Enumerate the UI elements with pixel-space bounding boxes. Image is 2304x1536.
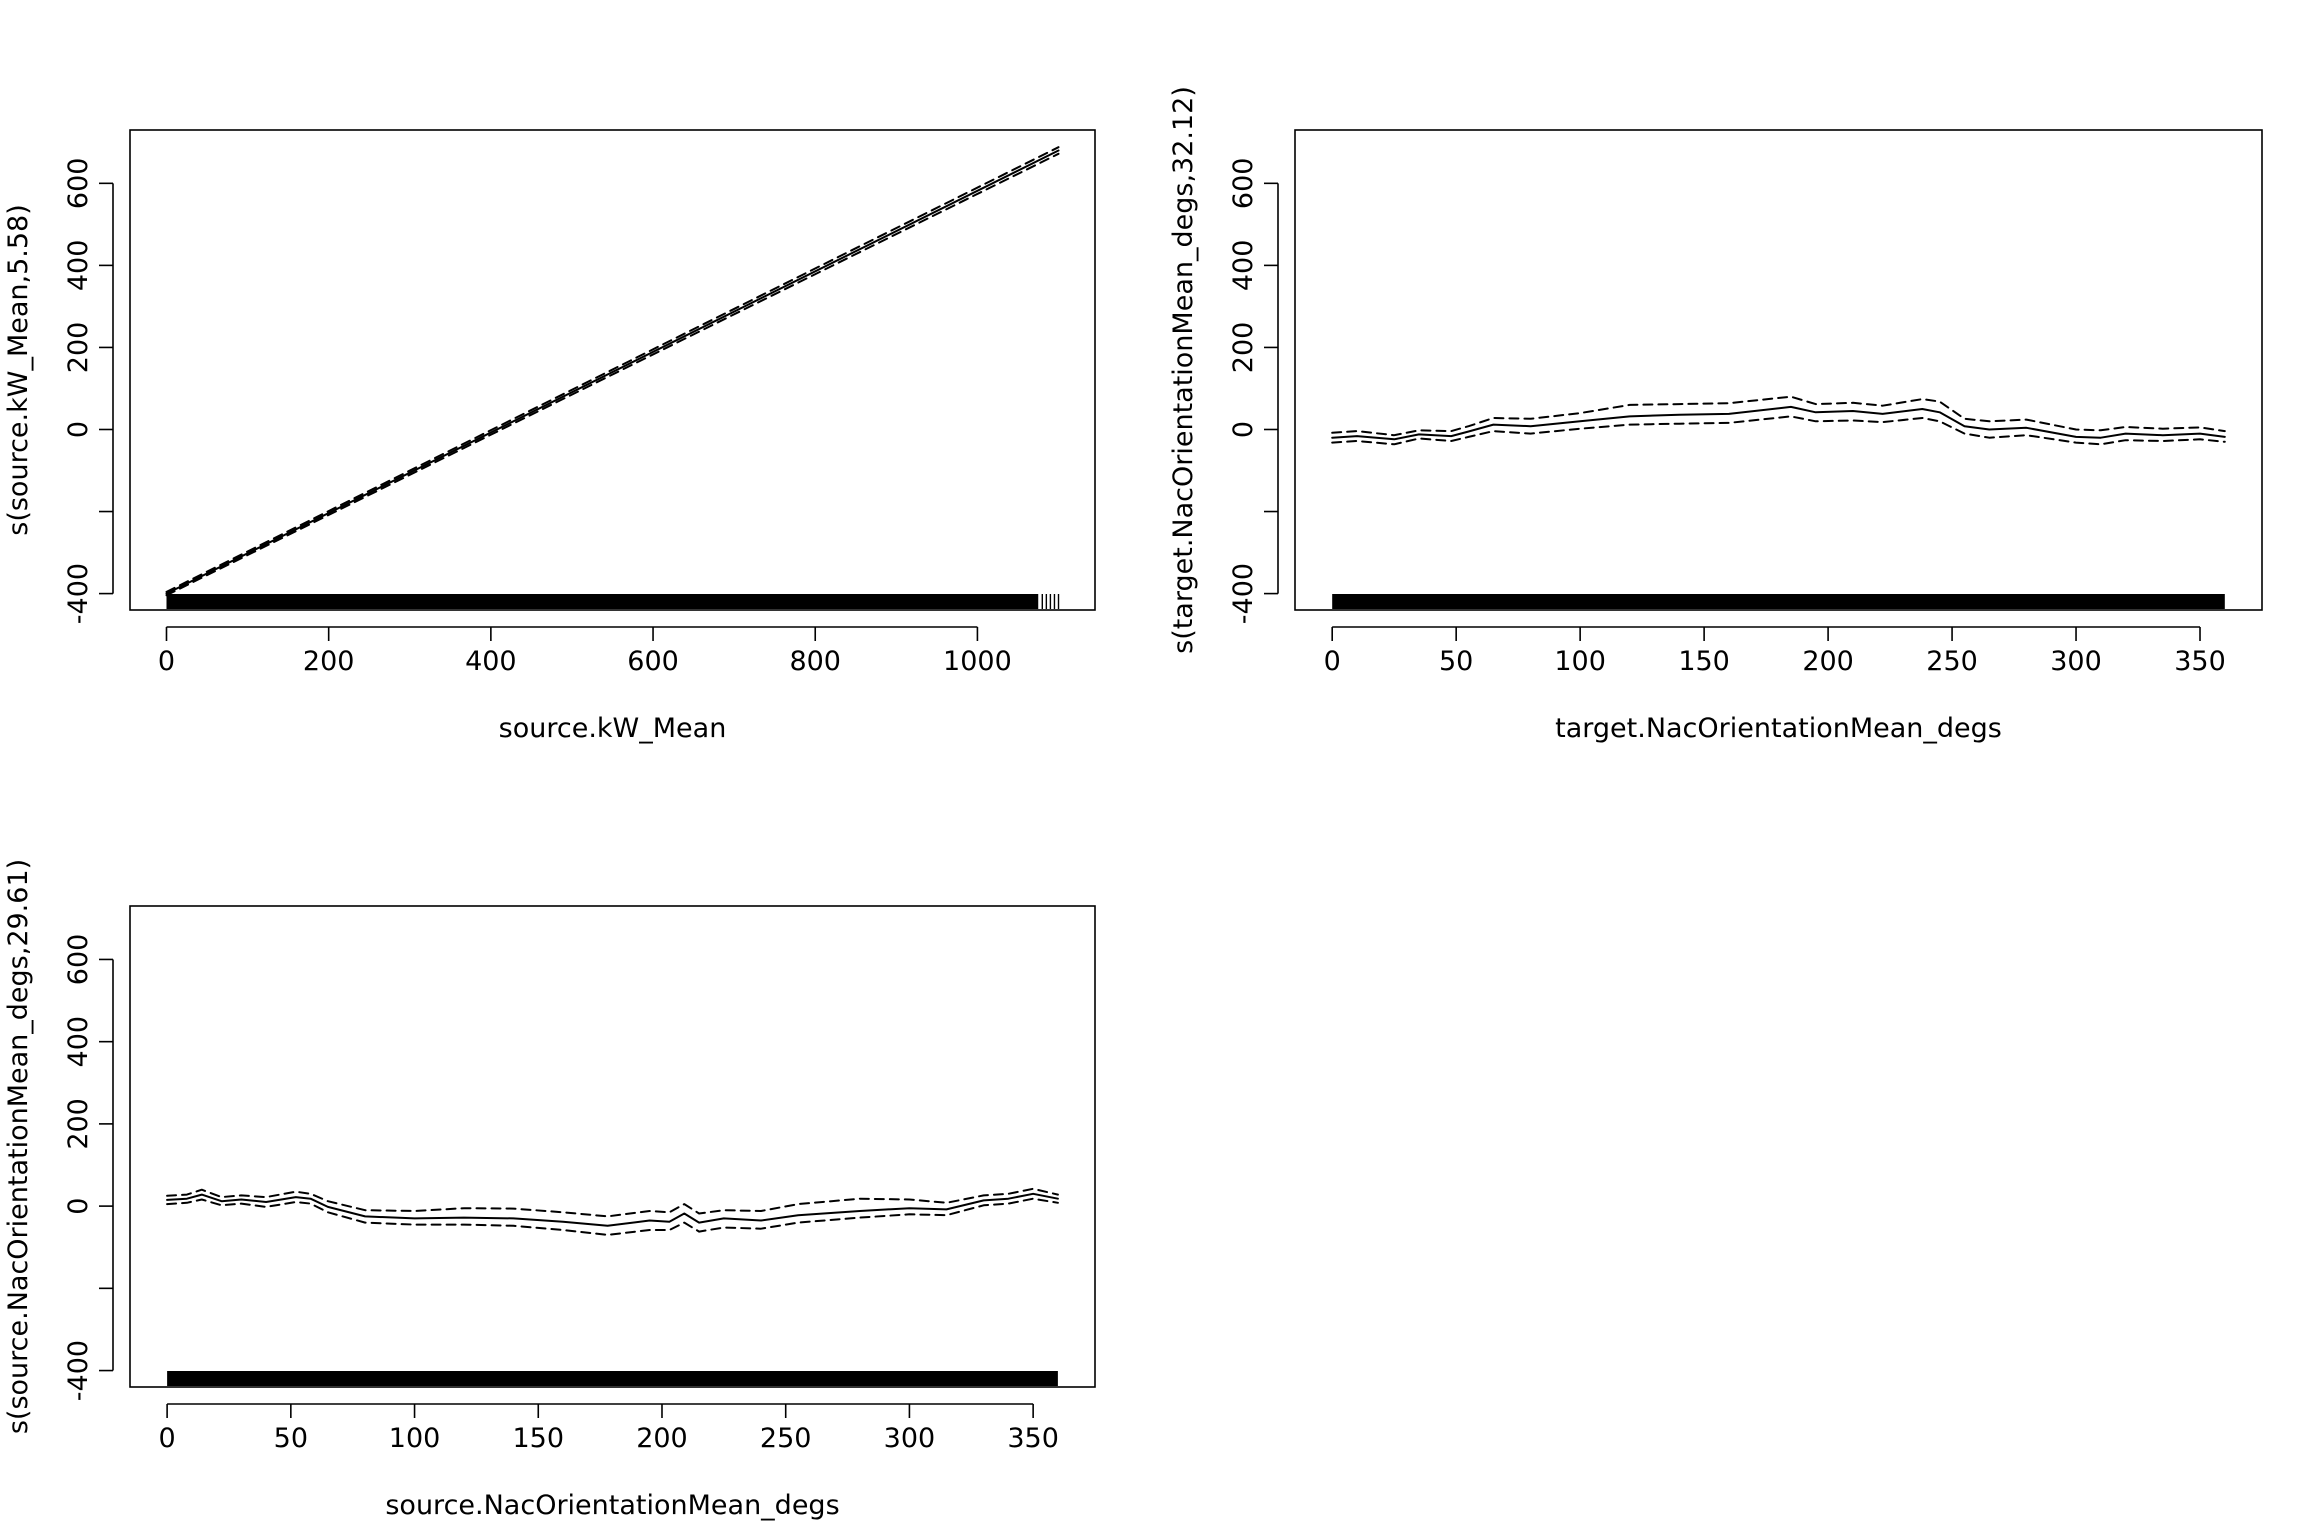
x-axis-title: target.NacOrientationMean_degs <box>1555 713 2002 744</box>
plot-frame <box>129 905 1096 1388</box>
x-tick-label: 150 <box>1678 646 1730 677</box>
rug-band <box>1332 594 2225 609</box>
plot-frame <box>1294 129 2263 611</box>
x-tick-label: 300 <box>884 1423 936 1454</box>
smooth-estimate-line <box>165 149 1060 595</box>
x-tick-label: 200 <box>636 1423 688 1454</box>
y-tick-label: 0 <box>1228 421 1259 438</box>
x-axis-title: source.kW_Mean <box>499 713 727 744</box>
y-tick-label: 0 <box>63 1198 94 1215</box>
x-tick-label: 200 <box>1802 646 1854 677</box>
upper-ci-line <box>166 1187 1059 1218</box>
x-tick-label: 50 <box>1439 646 1473 677</box>
panel-3: 0 50 100 150 200 250 300 350 -400 0 200 400 600 sourc… <box>3 859 1096 1521</box>
upper-ci-line <box>1331 395 2226 437</box>
x-tick-label: 50 <box>274 1423 308 1454</box>
x-tick-label: 0 <box>158 646 175 677</box>
x-tick-label: 400 <box>465 646 517 677</box>
x-tick-label: 250 <box>760 1423 812 1454</box>
panel-2: 0 50 100 150 200 250 300 350 -400 0 200 400 600 targe… <box>1168 86 2263 744</box>
smooth-estimate-line <box>1331 405 2226 441</box>
y-tick-label: 600 <box>63 934 94 986</box>
rug-band <box>166 594 1039 609</box>
rug-ticks <box>1332 594 2225 609</box>
y-tick-label: 600 <box>63 158 94 210</box>
lower-ci-line <box>165 152 1060 597</box>
x-axis-title: source.NacOrientationMean_degs <box>385 1490 839 1521</box>
y-axis-title: s(target.NacOrientationMean_degs,32.12) <box>1168 86 1199 654</box>
y-tick-label: 400 <box>1228 240 1259 292</box>
y-tick-label: 400 <box>63 240 94 292</box>
x-tick-label: 250 <box>1926 646 1978 677</box>
x-tick-label: 600 <box>627 646 679 677</box>
y-tick-label: 200 <box>63 322 94 374</box>
x-tick-label: 150 <box>512 1423 564 1454</box>
x-tick-label: 100 <box>1554 646 1606 677</box>
x-tick-label: 300 <box>2050 646 2102 677</box>
rug-ticks <box>166 594 1060 609</box>
x-tick-label: 0 <box>1324 646 1341 677</box>
x-tick-label: 100 <box>389 1423 441 1454</box>
rug-ticks <box>167 1371 1058 1386</box>
y-tick-label: 600 <box>1228 158 1259 210</box>
x-tick-label: 200 <box>303 646 355 677</box>
panel-1: 0 200 400 600 800 1000 -400 0 200 400 600 source.kW… <box>3 129 1096 744</box>
x-tick-label: 350 <box>2174 646 2226 677</box>
x-tick-label: 1000 <box>943 646 1012 677</box>
x-tick-label: 800 <box>789 646 841 677</box>
y-tick-label: -400 <box>63 1340 94 1401</box>
y-tick-label: -400 <box>1228 563 1259 624</box>
y-tick-label: 200 <box>63 1098 94 1150</box>
plot-frame <box>129 129 1096 611</box>
y-axis-title: s(source.NacOrientationMean_degs,29.61) <box>3 859 34 1434</box>
x-tick-label: 0 <box>159 1423 176 1454</box>
y-tick-label: 0 <box>63 421 94 438</box>
y-tick-label: 400 <box>63 1016 94 1068</box>
lower-ci-line <box>1331 415 2226 446</box>
smooth-estimate-line <box>166 1192 1059 1227</box>
lower-ci-line <box>166 1197 1059 1236</box>
y-axis-title: s(source.kW_Mean,5.58) <box>3 204 34 535</box>
y-tick-label: 200 <box>1228 322 1259 374</box>
upper-ci-line <box>165 146 1060 593</box>
y-tick-label: -400 <box>63 563 94 624</box>
x-tick-label: 350 <box>1007 1423 1059 1454</box>
rug-band <box>167 1371 1058 1386</box>
